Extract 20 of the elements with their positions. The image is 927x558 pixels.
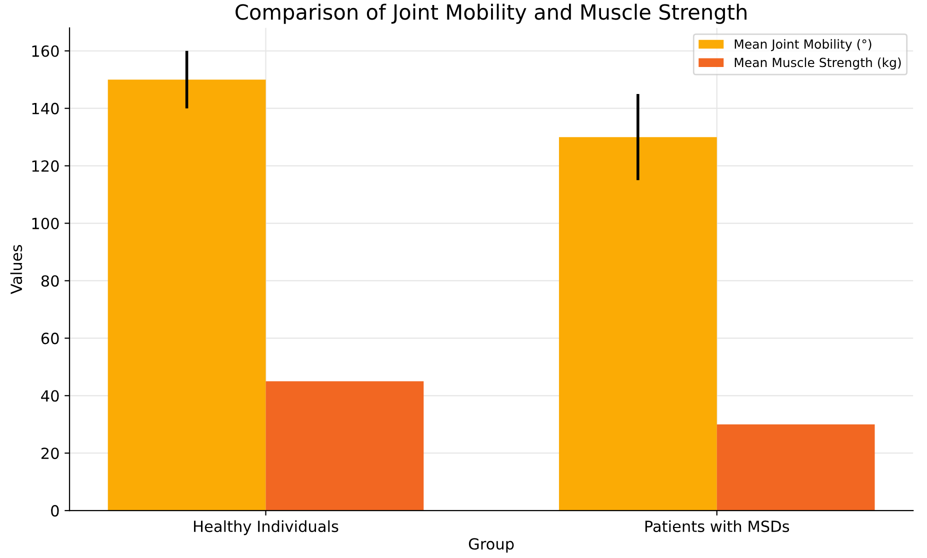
y-tick-label: 160 [32, 45, 59, 57]
legend-label: Mean Muscle Strength (kg) [734, 58, 901, 70]
y-tick-label: 20 [41, 448, 59, 460]
y-tick-label: 140 [32, 102, 59, 114]
bar [716, 424, 875, 511]
legend-label: Mean Joint Mobility (°) [734, 39, 872, 52]
x-tick-label: Patients with MSDs [645, 520, 790, 532]
y-tick-label: 80 [41, 275, 59, 287]
bar [558, 137, 717, 511]
chart-title: Comparison of Joint Mobility and Muscle Strength [236, 4, 746, 24]
x-tick-label: Healthy Individuals [194, 520, 338, 536]
y-tick-label: 40 [41, 390, 59, 402]
y-tick-label: 100 [32, 218, 59, 230]
y-axis-title: Values [10, 245, 22, 294]
x-axis-title: Group [468, 538, 514, 553]
y-tick-label: 0 [51, 505, 59, 517]
y-tick-label: 120 [32, 160, 59, 172]
bar [108, 80, 266, 511]
bar [266, 381, 424, 511]
y-tick-label: 60 [41, 332, 59, 344]
